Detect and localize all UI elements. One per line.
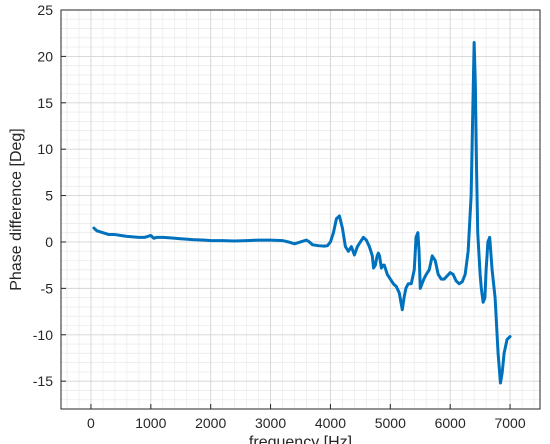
x-tick-label: 7000: [494, 415, 525, 431]
x-tick-label: 4000: [315, 415, 346, 431]
series-layer: [92, 40, 512, 385]
x-tick-label: 5000: [375, 415, 406, 431]
y-tick-label: 0: [45, 234, 53, 250]
plot-area-background: [61, 10, 540, 409]
y-tick-labels: -15 -10 -5 0 5 10 15 20 25: [33, 2, 66, 389]
x-tick-labels: 0 1000 2000 3000 4000 5000 6000 7000: [87, 404, 526, 431]
x-axis-label: frequency [Hz]: [249, 434, 352, 444]
x-tick-label: 1000: [135, 415, 166, 431]
y-tick-label: 5: [45, 188, 53, 204]
y-tick-label: 20: [37, 48, 53, 64]
x-tick-label: 2000: [195, 415, 226, 431]
minor-grid: [61, 10, 540, 410]
plot-frame: [60, 9, 541, 410]
x-tick-label: 3000: [255, 415, 286, 431]
y-tick-label: 25: [37, 2, 53, 18]
y-tick-label: 10: [37, 141, 53, 157]
y-tick-label: 15: [37, 95, 53, 111]
x-tick-label: 0: [87, 415, 95, 431]
x-tick-label: 6000: [435, 415, 466, 431]
series-line: [92, 40, 512, 385]
y-tick-label: -5: [41, 280, 54, 296]
y-tick-label: -15: [33, 373, 53, 389]
y-axis-label: Phase difference [Deg]: [8, 128, 25, 290]
y-tick-label: -10: [33, 327, 53, 343]
